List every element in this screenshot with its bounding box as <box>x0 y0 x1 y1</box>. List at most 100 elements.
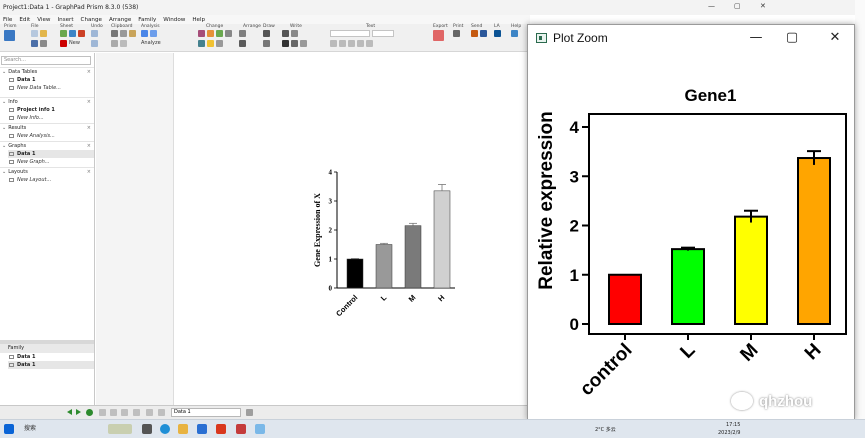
navigator-section-graphs[interactable]: ⌄ Graphs × <box>0 141 94 150</box>
bold-icon[interactable] <box>330 40 337 47</box>
chevron-down-icon[interactable]: ⌄ <box>2 169 7 175</box>
view-graph-icon[interactable] <box>133 409 140 416</box>
menu-change[interactable]: Change <box>80 16 102 23</box>
menu-arrange[interactable]: Arrange <box>108 16 132 23</box>
paste-icon[interactable] <box>129 30 136 37</box>
write-bold-icon[interactable] <box>282 40 289 47</box>
save-icon[interactable] <box>31 40 38 47</box>
navigator-item[interactable]: New Graph... <box>8 158 94 166</box>
change-graph-type-icon[interactable] <box>198 30 205 37</box>
weather-widget-icon[interactable] <box>108 424 132 434</box>
text-color-icon[interactable] <box>357 40 364 47</box>
menu-insert[interactable]: Insert <box>57 16 74 23</box>
new-file-icon[interactable] <box>31 30 38 37</box>
print-icon[interactable] <box>453 30 460 37</box>
analyze-button[interactable]: Analyze <box>141 40 161 46</box>
minimize-button[interactable]: — <box>708 2 715 10</box>
close-icon[interactable]: × <box>86 125 91 131</box>
navigator-item[interactable]: New Layout... <box>8 176 94 184</box>
prism-taskbar-icon[interactable] <box>255 424 265 434</box>
new-sheet-button[interactable]: New <box>69 40 80 46</box>
font-select[interactable] <box>330 30 370 37</box>
close-button[interactable]: ✕ <box>760 2 766 10</box>
chevron-down-icon[interactable]: ⌄ <box>2 99 7 105</box>
plot-zoom-close-button[interactable]: ✕ <box>829 30 841 45</box>
italic-icon[interactable] <box>339 40 346 47</box>
navigator-item[interactable]: Data 1 <box>8 76 94 84</box>
prev-sheet-icon[interactable] <box>67 409 72 415</box>
menu-window[interactable]: Window <box>163 16 186 23</box>
close-icon[interactable]: × <box>86 143 91 149</box>
view-more-icon[interactable] <box>158 409 165 416</box>
view-layout-icon[interactable] <box>146 409 153 416</box>
windows-start-icon[interactable] <box>4 424 14 434</box>
send-word-icon[interactable] <box>480 30 487 37</box>
help-icon[interactable] <box>511 30 518 37</box>
family-item[interactable]: Data 1 <box>8 361 94 369</box>
goto-sheet-icon[interactable] <box>86 409 93 416</box>
write-italic-icon[interactable] <box>291 40 298 47</box>
chevron-down-icon[interactable]: ⌄ <box>2 125 7 131</box>
analysis-icon[interactable] <box>141 30 148 37</box>
chevron-down-icon[interactable]: ⌄ <box>2 143 7 149</box>
task-view-icon[interactable] <box>142 424 152 434</box>
copy-icon[interactable] <box>120 30 127 37</box>
cut-icon[interactable] <box>111 30 118 37</box>
text-tool-icon[interactable] <box>282 30 289 37</box>
sheet-table-icon[interactable] <box>60 30 67 37</box>
menu-edit[interactable]: Edit <box>19 16 31 23</box>
group-icon[interactable] <box>239 40 246 47</box>
close-icon[interactable]: × <box>86 99 91 105</box>
sheet-results-icon[interactable] <box>78 30 85 37</box>
clipboard-more-icon[interactable] <box>120 40 127 47</box>
prism-logo-icon[interactable] <box>4 30 15 41</box>
change-style-icon[interactable] <box>216 30 223 37</box>
undo-icon[interactable] <box>91 30 98 37</box>
navigator-splitter[interactable] <box>0 340 94 344</box>
change-format-icon[interactable] <box>198 40 205 47</box>
navigator-item[interactable]: New Analysis... <box>8 132 94 140</box>
print-small-icon[interactable] <box>40 40 47 47</box>
family-item[interactable]: Data 1 <box>8 353 94 361</box>
plot-zoom-maximize-button[interactable]: ▢ <box>785 30 799 45</box>
align-text-icon[interactable] <box>366 40 373 47</box>
sheet-graph-icon[interactable] <box>69 30 76 37</box>
align-icon[interactable] <box>239 30 246 37</box>
wps-icon[interactable] <box>216 424 226 434</box>
explorer-icon[interactable] <box>178 424 188 434</box>
navigator-section-results[interactable]: ⌄ Results × <box>0 123 94 132</box>
menu-view[interactable]: View <box>37 16 51 23</box>
navigator-item[interactable]: Project info 1 <box>8 106 94 114</box>
write-more-icon[interactable] <box>300 40 307 47</box>
chevron-down-icon[interactable]: ⌄ <box>2 69 7 75</box>
la-icon[interactable] <box>494 30 501 37</box>
menu-family[interactable]: Family <box>138 16 157 23</box>
view-info-icon[interactable] <box>110 409 117 416</box>
clipboard-extra-icon[interactable] <box>111 40 118 47</box>
analysis-param-icon[interactable] <box>150 30 157 37</box>
delete-sheet-icon[interactable] <box>60 40 67 47</box>
next-sheet-icon[interactable] <box>76 409 81 415</box>
navigator-section-data-tables[interactable]: ⌄ Data Tables × <box>0 67 94 76</box>
app-icon[interactable] <box>236 424 246 434</box>
taskbar-search[interactable]: 搜索 <box>24 425 37 432</box>
menu-help[interactable]: Help <box>192 16 206 23</box>
view-table-icon[interactable] <box>99 409 106 416</box>
navigator-section-layouts[interactable]: ⌄ Layouts × <box>0 167 94 176</box>
redo-icon[interactable] <box>91 40 98 47</box>
navigator-search-input[interactable]: Search... <box>1 56 91 65</box>
view-results-icon[interactable] <box>121 409 128 416</box>
underline-icon[interactable] <box>348 40 355 47</box>
navigator-section-info[interactable]: ⌄ Info × <box>0 97 94 106</box>
navigator-item[interactable]: Data 1 <box>8 150 94 158</box>
draw-line-icon[interactable] <box>263 30 270 37</box>
link-icon[interactable] <box>246 409 253 416</box>
menu-file[interactable]: File <box>3 16 13 23</box>
change-more-icon[interactable] <box>216 40 223 47</box>
export-icon[interactable] <box>433 30 444 41</box>
change-axis-icon[interactable] <box>225 30 232 37</box>
store-icon[interactable] <box>197 424 207 434</box>
close-icon[interactable]: × <box>86 169 91 175</box>
sheet-select[interactable]: Data 1 <box>171 408 241 417</box>
navigator-item[interactable]: New Data Table... <box>8 84 94 92</box>
